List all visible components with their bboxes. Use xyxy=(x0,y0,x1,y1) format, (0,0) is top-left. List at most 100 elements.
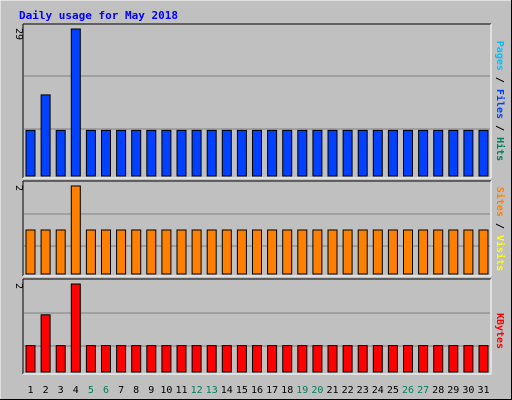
x-tick-label: 18 xyxy=(281,385,293,396)
bar-files-day-26 xyxy=(403,129,413,177)
x-tick-label: 22 xyxy=(342,385,354,396)
legend-separator: / xyxy=(494,217,505,235)
bar-sites-day-19 xyxy=(297,229,308,275)
bar-sites-day-18 xyxy=(282,229,293,275)
bar-files-day-12 xyxy=(191,129,202,177)
bar-kbytes-day-18 xyxy=(282,345,293,373)
bar-files-day-30 xyxy=(463,129,474,177)
bar-files-day-20 xyxy=(312,129,323,177)
bar-sites-day-30 xyxy=(463,229,474,275)
bar-sites-day-7 xyxy=(116,229,127,275)
bar-files-day-25 xyxy=(387,129,398,177)
legend-entry: KBytes xyxy=(494,313,505,349)
bar-sites-day-8 xyxy=(131,229,142,275)
bar-files-day-7 xyxy=(116,129,127,177)
bar-sites-day-4 xyxy=(70,185,81,275)
bar-sites-day-9 xyxy=(146,229,157,275)
x-tick-label: 27 xyxy=(417,385,429,396)
legend-entry: Hits xyxy=(494,137,506,161)
bar-files-day-10 xyxy=(161,129,172,177)
x-tick-label: 1 xyxy=(27,385,33,396)
bar-kbytes-day-7 xyxy=(116,345,127,373)
bar-files-day-24 xyxy=(372,129,383,177)
bar-sites-day-16 xyxy=(252,229,262,275)
x-tick-label: 8 xyxy=(133,385,139,396)
bar-kbytes-day-5 xyxy=(85,345,96,373)
bar-files-day-1 xyxy=(25,129,36,177)
bar-files-day-5 xyxy=(85,129,96,177)
legend-entry: Visits xyxy=(494,235,506,271)
x-tick-label: 15 xyxy=(236,385,248,396)
bar-kbytes-day-17 xyxy=(267,345,278,373)
bar-sites-day-14 xyxy=(221,229,232,275)
bar-files-day-28 xyxy=(433,129,444,177)
bar-kbytes-day-2 xyxy=(40,314,51,373)
x-tick-label: 3 xyxy=(58,385,64,396)
x-tick-label: 19 xyxy=(296,385,308,396)
x-tick-label: 13 xyxy=(206,385,218,396)
bar-sites-day-21 xyxy=(327,229,338,275)
legend-bottom: KBytes xyxy=(494,313,505,349)
bar-sites-day-13 xyxy=(206,229,217,275)
bar-kbytes-day-19 xyxy=(297,345,308,373)
x-tick-label: 31 xyxy=(477,385,489,396)
bar-kbytes-day-4 xyxy=(70,283,81,373)
bar-kbytes-day-27 xyxy=(418,345,429,373)
x-tick-label: 9 xyxy=(148,385,154,396)
panel-bottom: 2 KBytes xyxy=(13,278,505,375)
bar-kbytes-day-15 xyxy=(236,345,247,373)
x-tick-label: 7 xyxy=(118,385,124,396)
bar-kbytes-day-26 xyxy=(403,345,413,373)
x-tick-label: 11 xyxy=(175,385,187,396)
bar-kbytes-day-6 xyxy=(101,345,111,373)
x-tick-label: 4 xyxy=(73,385,79,396)
bar-kbytes-day-13 xyxy=(206,345,217,373)
bar-files-day-27 xyxy=(418,129,429,177)
y-max-label: 2 xyxy=(13,283,24,289)
bar-sites-day-20 xyxy=(312,229,323,275)
bar-kbytes-day-21 xyxy=(327,345,338,373)
bar-kbytes-day-29 xyxy=(448,345,459,373)
chart-title: Daily usage for May 2018 xyxy=(19,9,178,22)
bar-sites-day-27 xyxy=(418,229,429,275)
bar-kbytes-day-11 xyxy=(176,345,187,373)
legend-entry: Pages xyxy=(494,41,505,71)
x-tick-label: 28 xyxy=(432,385,444,396)
bar-sites-day-11 xyxy=(176,229,187,275)
bar-sites-day-31 xyxy=(478,229,489,275)
x-tick-label: 20 xyxy=(311,385,323,396)
bar-sites-day-25 xyxy=(387,229,398,275)
bar-files-day-18 xyxy=(282,129,293,177)
bar-sites-day-26 xyxy=(403,229,413,275)
x-tick-label: 25 xyxy=(387,385,399,396)
bar-files-day-16 xyxy=(252,129,262,177)
x-tick-label: 16 xyxy=(251,385,263,396)
bar-kbytes-day-25 xyxy=(387,345,398,373)
bar-files-day-9 xyxy=(146,129,157,177)
bar-files-day-4 xyxy=(70,28,81,177)
bar-files-day-6 xyxy=(101,129,111,177)
x-tick-label: 21 xyxy=(326,385,338,396)
y-max-label: 29 xyxy=(13,28,24,40)
bar-kbytes-day-20 xyxy=(312,345,323,373)
legend-middle: Sites / Visits xyxy=(494,187,506,271)
x-tick-label: 10 xyxy=(160,385,172,396)
legend-separator: / xyxy=(494,119,505,137)
x-tick-label: 17 xyxy=(266,385,278,396)
y-max-label: 2 xyxy=(13,185,24,191)
legend-top: Pages / Files / Hits xyxy=(494,41,506,161)
bar-sites-day-1 xyxy=(25,229,36,275)
bar-kbytes-day-12 xyxy=(191,345,202,373)
bar-kbytes-day-24 xyxy=(372,345,383,373)
bar-files-day-31 xyxy=(478,129,489,177)
bar-sites-day-23 xyxy=(357,229,368,275)
x-tick-label: 12 xyxy=(191,385,203,396)
bar-sites-day-24 xyxy=(372,229,383,275)
legend-separator: / xyxy=(494,71,505,89)
bar-kbytes-day-23 xyxy=(357,345,368,373)
panel-top: 29 Pages / Files / Hits xyxy=(13,23,506,179)
x-tick-label: 24 xyxy=(372,385,384,396)
bar-files-day-19 xyxy=(297,129,308,177)
bar-kbytes-day-3 xyxy=(55,345,66,373)
